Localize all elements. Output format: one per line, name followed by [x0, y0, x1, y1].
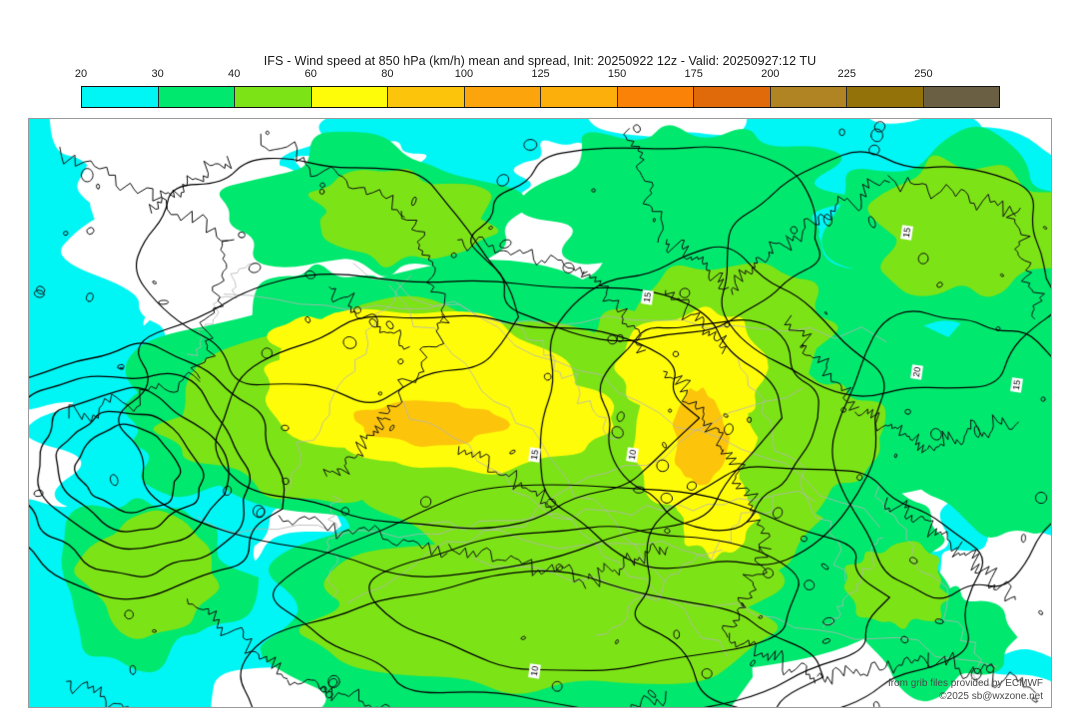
colorbar-tick-20: 20 [74, 68, 88, 80]
colorbar-segment-125-150 [541, 87, 618, 107]
forecast-map-canvas[interactable] [29, 119, 1051, 707]
colorbar-segment-60-80 [311, 87, 388, 107]
map-frame[interactable]: from grib files provided by ECMWF ©2025 … [28, 118, 1052, 708]
colorbar-gradient-strip [81, 86, 1000, 108]
colorbar-segment-150-175 [617, 87, 694, 107]
colorbar-tick-labels: 20 30 40 60 80 100 125 150 175 200 225 250 [75, 68, 1000, 84]
colorbar-tick-60: 60 [304, 68, 317, 80]
page-title: IFS - Wind speed at 850 hPa (km/h) mean … [263, 54, 817, 68]
colorbar-tick-200: 200 [761, 68, 780, 80]
colorbar-tick-100: 100 [454, 68, 474, 80]
colorbar-segment-250-275 [923, 87, 999, 107]
colorbar-tick-40: 40 [228, 68, 241, 80]
colorbar-segment-200-225 [770, 87, 847, 107]
colorbar-segment-20-30 [82, 87, 159, 107]
colorbar-tick-250: 250 [914, 68, 933, 80]
colorbar: 20 30 40 60 80 100 125 150 175 200 225 250 [75, 68, 1000, 108]
colorbar-tick-150: 150 [607, 68, 627, 80]
colorbar-tick-125: 125 [531, 68, 550, 80]
colorbar-segment-175-200 [694, 87, 771, 107]
colorbar-segment-30-40 [158, 87, 235, 107]
colorbar-segment-225-250 [847, 87, 924, 107]
colorbar-tick-225: 225 [837, 68, 857, 80]
colorbar-tick-80: 80 [381, 68, 394, 80]
colorbar-segment-80-100 [388, 87, 465, 107]
colorbar-segment-40-60 [235, 87, 312, 107]
colorbar-tick-30: 30 [151, 68, 164, 80]
colorbar-tick-175: 175 [684, 68, 703, 80]
colorbar-segment-100-125 [464, 87, 541, 107]
